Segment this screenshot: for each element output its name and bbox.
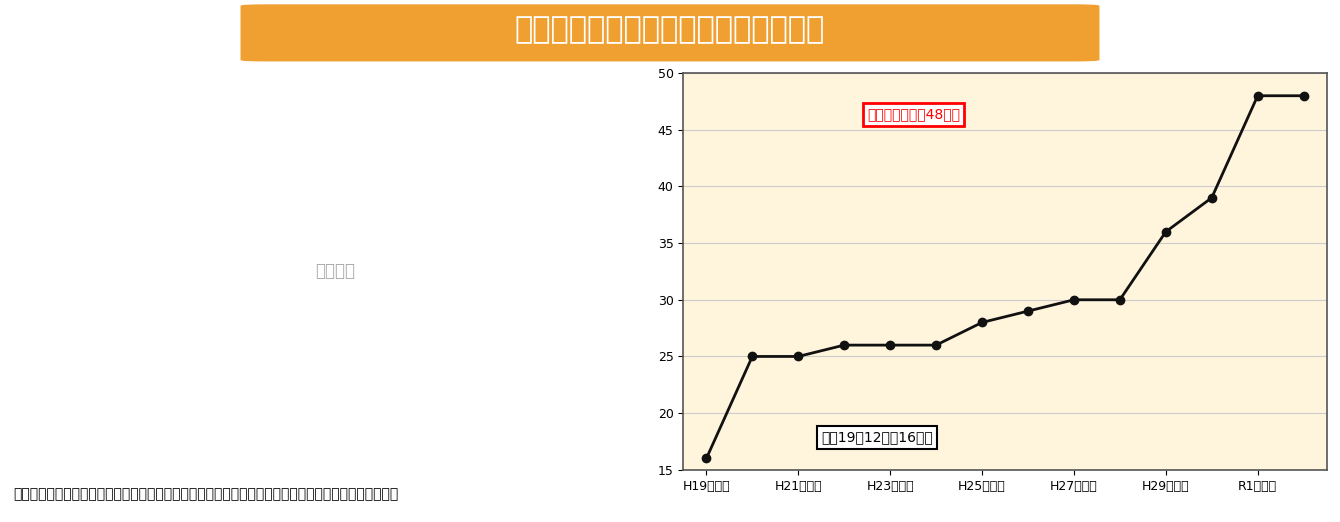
Text: 平成19年12月：16火山: 平成19年12月：16火山 [821, 431, 933, 444]
FancyBboxPatch shape [241, 5, 1099, 61]
Text: 噴火警戒レベルが運用されている火山: 噴火警戒レベルが運用されている火山 [515, 16, 825, 44]
Text: 令和２年度末：48火山: 令和２年度末：48火山 [867, 108, 961, 122]
Text: （地図）: （地図） [315, 263, 355, 280]
Text: （左）噴火警戒レベル導入火山の一覧（令和３年３月現在）、（右）噴火警戒レベル導入火山数の変遷: （左）噴火警戒レベル導入火山の一覧（令和３年３月現在）、（右）噴火警戒レベル導入… [13, 487, 399, 501]
